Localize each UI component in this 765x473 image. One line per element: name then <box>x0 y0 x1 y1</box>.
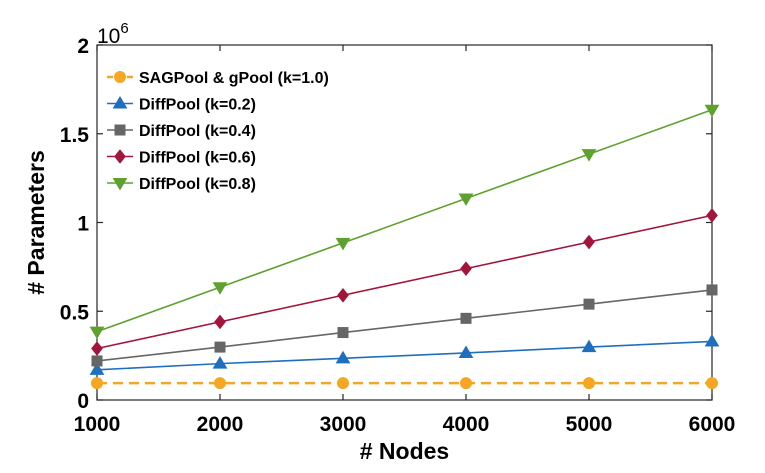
y-tick-label: 0.5 <box>60 301 90 324</box>
legend-entry: DiffPool (k=0.8) <box>107 176 256 193</box>
plot-area <box>96 44 713 401</box>
y-tick-label: 0 <box>77 390 89 413</box>
data-point <box>214 377 226 390</box>
x-tick-label: 2000 <box>197 413 244 436</box>
data-point <box>581 339 597 353</box>
data-point <box>581 149 597 162</box>
x-axis-label: # Nodes <box>360 438 449 464</box>
data-point <box>89 326 105 340</box>
data-point <box>460 312 472 324</box>
series-line <box>91 284 718 367</box>
data-point <box>583 234 595 250</box>
data-point <box>212 282 228 295</box>
legend-entry: DiffPool (k=0.6) <box>107 149 256 167</box>
data-point <box>114 124 126 136</box>
series-path <box>96 289 713 362</box>
data-point <box>704 104 720 118</box>
data-point <box>91 341 103 356</box>
series-path <box>96 109 713 333</box>
data-point <box>583 377 595 390</box>
data-point <box>114 71 126 83</box>
data-point <box>91 355 103 367</box>
y-axis-label: # Parameters <box>23 150 49 295</box>
x-tick-label: 4000 <box>443 413 490 436</box>
data-point <box>112 177 128 191</box>
data-point <box>212 356 228 369</box>
multiplier-exponent: 6 <box>120 20 128 37</box>
multiplier-base: 10 <box>97 25 120 48</box>
legend-label: DiffPool (k=0.4) <box>139 123 256 140</box>
legend-entry: SAGPool & gPool (k=1.0) <box>107 70 329 87</box>
x-tick-label: 1000 <box>74 413 121 436</box>
data-point <box>112 96 128 109</box>
y-axis-multiplier: 106 <box>97 20 129 48</box>
y-tick-label: 2 <box>77 35 89 58</box>
legend: SAGPool & gPool (k=1.0) DiffPool (k=0.2) D… <box>107 70 329 193</box>
data-point <box>91 377 103 390</box>
series-path <box>96 214 713 350</box>
y-tick-label: 1.5 <box>60 124 90 147</box>
axis-ticks: 1000 2000 3000 4000 5000 6000 0 0.5 1 1.5 2 <box>60 35 736 436</box>
legend-label: SAGPool & gPool (k=1.0) <box>139 70 329 87</box>
data-point <box>706 208 718 223</box>
data-point <box>704 333 720 347</box>
series-line <box>91 377 718 390</box>
x-tick-label: 3000 <box>320 413 367 436</box>
x-tick-label: 5000 <box>566 413 613 436</box>
data-point <box>460 377 472 390</box>
data-point <box>214 314 226 330</box>
data-point <box>460 261 472 276</box>
data-point <box>114 149 126 164</box>
series-line <box>91 208 718 356</box>
data-point <box>458 345 474 359</box>
legend-label: DiffPool (k=0.6) <box>139 150 256 167</box>
series-line <box>89 104 720 340</box>
legend-label: DiffPool (k=0.8) <box>139 176 256 193</box>
legend-entry: DiffPool (k=0.2) <box>107 96 256 114</box>
data-point <box>337 287 349 303</box>
data-point <box>89 362 105 375</box>
series-line <box>89 333 720 375</box>
legend-entry: DiffPool (k=0.4) <box>107 123 256 140</box>
data-point <box>337 327 349 339</box>
data-point <box>335 350 351 364</box>
series-layer <box>89 104 720 390</box>
y-tick-label: 1 <box>77 213 89 236</box>
data-point <box>706 377 718 390</box>
data-point <box>214 341 226 353</box>
series-path <box>96 340 713 371</box>
x-tick-label: 6000 <box>689 413 736 436</box>
data-point <box>335 237 351 251</box>
legend-label: DiffPool (k=0.2) <box>139 97 256 114</box>
data-point <box>337 377 349 390</box>
data-point <box>706 284 718 296</box>
data-point <box>583 298 595 310</box>
data-point <box>458 193 474 207</box>
